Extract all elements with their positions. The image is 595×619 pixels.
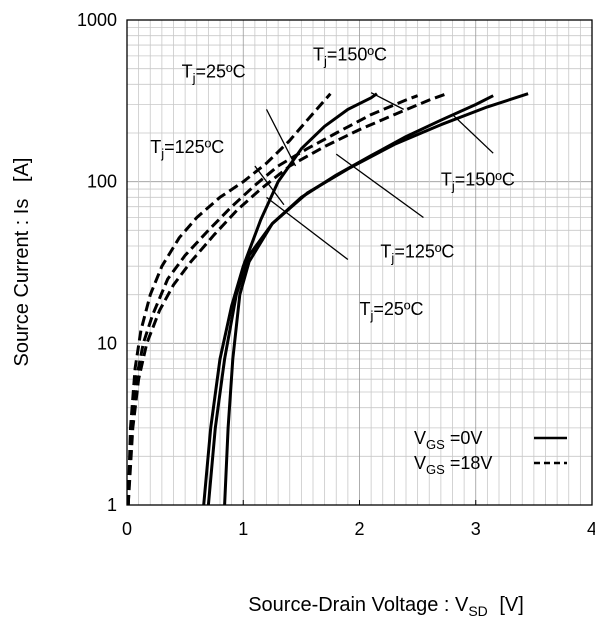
x-tick-label: 0 <box>122 519 132 539</box>
annotation-label-2: Tj=150ºC <box>313 45 387 69</box>
y-tick-label: 100 <box>87 172 117 192</box>
annotation-label-5: Tj=125ºC <box>380 241 454 265</box>
annotation-pointer-3 <box>254 165 285 206</box>
annotation-label-1: Tj=25ºC <box>182 62 246 86</box>
annotation-pointers <box>254 92 494 261</box>
x-tick-label: 3 <box>471 519 481 539</box>
x-axis-label: Source-Drain Voltage : VSD [V] <box>248 594 524 619</box>
annotation-label-4: Tj=150ºC <box>441 169 515 193</box>
annotation-pointer-5 <box>335 153 424 219</box>
x-axis-label-unit: [V] <box>499 594 523 616</box>
x-tick-label: 4 <box>587 519 595 539</box>
x-tick-label: 1 <box>238 519 248 539</box>
legend-label-2: VGS =18V <box>414 453 492 477</box>
annotation-labels: Tj=25ºC Tj=150ºC Tj=125ºC Tj=150ºC Tj=125ºC T… <box>150 45 515 323</box>
y-axis-label: Source Current : Is [A] <box>11 158 33 367</box>
y-tick-label: 10 <box>97 333 117 353</box>
y-tick-label: 1 <box>107 495 117 515</box>
series-line-5 <box>126 94 419 506</box>
x-tick-label: 2 <box>354 519 364 539</box>
series-line-1 <box>202 92 378 506</box>
annotation-pointer-2 <box>370 92 404 110</box>
annotation-label-6: Tj=25ºC <box>360 299 424 323</box>
annotation-pointer-4 <box>452 114 494 154</box>
annotation-label-3: Tj=125ºC <box>150 137 224 161</box>
series-line-4 <box>126 92 332 506</box>
annotation-pointer-1 <box>265 109 297 167</box>
legend-label-1: VGS =0V <box>414 428 482 452</box>
y-tick-label: 1000 <box>77 10 117 30</box>
x-axis-label-main: Source-Drain Voltage : V <box>248 594 469 616</box>
series-line-6 <box>126 92 448 506</box>
annotation-pointer-6 <box>266 196 349 261</box>
grid <box>127 20 592 505</box>
series-layer <box>126 92 529 506</box>
series-line-3 <box>223 92 529 506</box>
x-axis-label-subscript: SD <box>468 603 487 619</box>
